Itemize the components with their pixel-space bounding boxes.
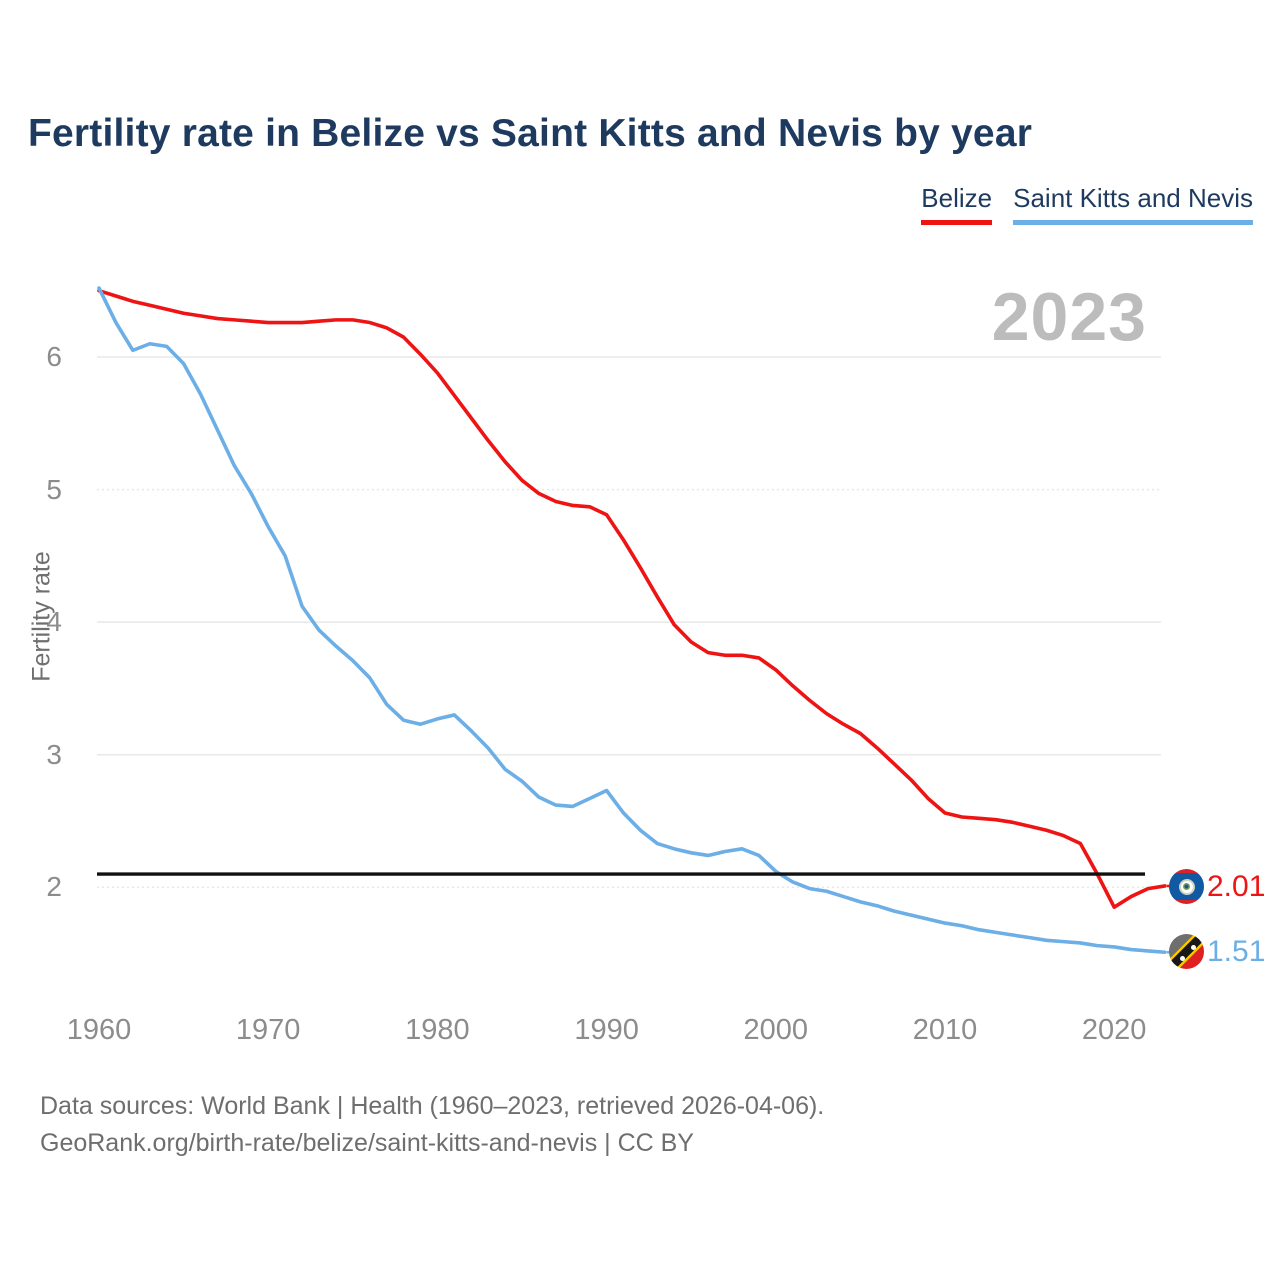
- y-tick-label: 5: [46, 473, 62, 505]
- x-tick-label: 1960: [66, 1014, 132, 1046]
- legend-item-saint-kitts-and-nevis[interactable]: Saint Kitts and Nevis: [1013, 183, 1253, 225]
- x-tick-label: 1970: [235, 1014, 301, 1046]
- y-tick-label: 2: [46, 871, 62, 903]
- y-tick-label: 3: [46, 738, 62, 770]
- legend-item-belize[interactable]: Belize: [921, 183, 993, 225]
- attribution-line: GeoRank.org/birth-rate/belize/saint-kitt…: [40, 1129, 694, 1157]
- x-tick-label: 2010: [912, 1014, 978, 1046]
- data-source-line: Data sources: World Bank | Health (1960–…: [40, 1092, 825, 1120]
- belize-end-value: 2.01: [1207, 870, 1266, 903]
- x-tick-label: 2020: [1081, 1014, 1147, 1046]
- x-tick-label: 1980: [405, 1014, 470, 1046]
- y-tick-label: 4: [46, 606, 62, 638]
- belize-flag-icon: [1169, 869, 1204, 904]
- y-tick-label: 6: [46, 341, 62, 372]
- x-tick-label: 2000: [743, 1014, 809, 1046]
- chart-legend: Belize Saint Kitts and Nevis: [921, 183, 1253, 225]
- data-source-note: Data sources: World Bank | Health (1960–…: [40, 1088, 824, 1162]
- x-tick-label: 1990: [574, 1014, 639, 1046]
- page-title: Fertility rate in Belize vs Saint Kitts …: [28, 112, 1033, 155]
- skn-end-value: 1.51: [1207, 935, 1266, 968]
- saint-kitts-nevis-flag-icon: [1169, 934, 1204, 969]
- year-watermark: 2023: [991, 279, 1147, 355]
